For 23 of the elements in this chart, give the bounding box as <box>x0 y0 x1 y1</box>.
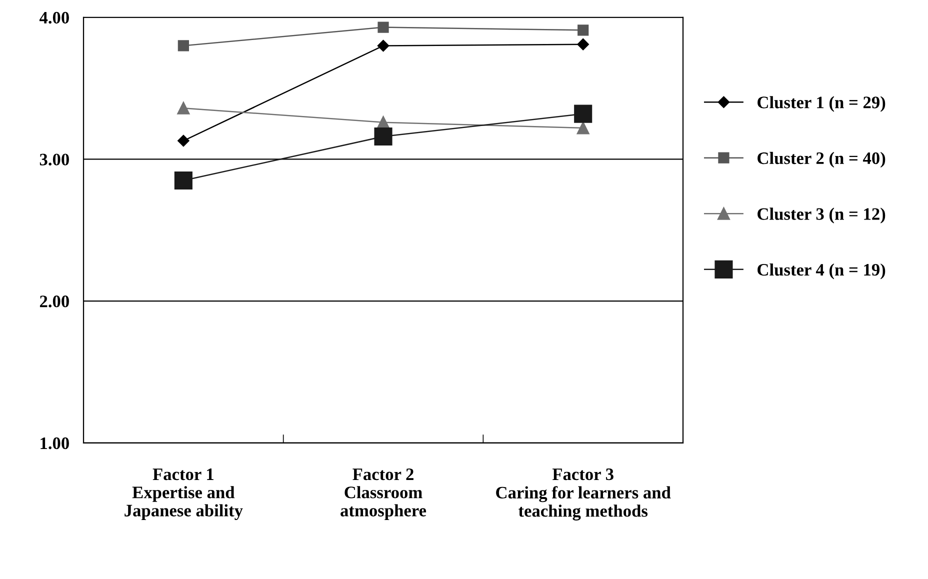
y-tick-label: 1.00 <box>40 437 69 450</box>
legend-label: Cluster 3 (n = 12) <box>758 208 886 224</box>
point <box>377 116 390 129</box>
legend-label: Cluster 2 (n = 40) <box>758 152 886 168</box>
x-tick-label: Factor 2 Classroom atmosphere <box>340 468 426 520</box>
y-tick-label: 4.00 <box>39 12 69 24</box>
point <box>374 128 392 146</box>
x-tick-label: Factor 1 Expertise and Japanese ability <box>124 468 243 520</box>
legend-label: Cluster 1 (n = 29) <box>758 96 886 112</box>
legend-label: Cluster 4 (n = 19) <box>758 263 886 280</box>
y-tick-label: 3.00 <box>40 154 69 166</box>
point <box>577 38 589 50</box>
point <box>378 22 389 33</box>
point <box>178 134 190 147</box>
point <box>174 171 192 190</box>
point <box>377 40 390 52</box>
x-tick-label: Factor 3 Caring for learners and teaching methods <box>496 468 671 520</box>
point <box>578 24 589 36</box>
point <box>576 122 590 134</box>
point <box>574 104 592 123</box>
y-tick-label: 2.00 <box>40 296 69 308</box>
point <box>178 40 189 52</box>
point <box>177 102 190 114</box>
